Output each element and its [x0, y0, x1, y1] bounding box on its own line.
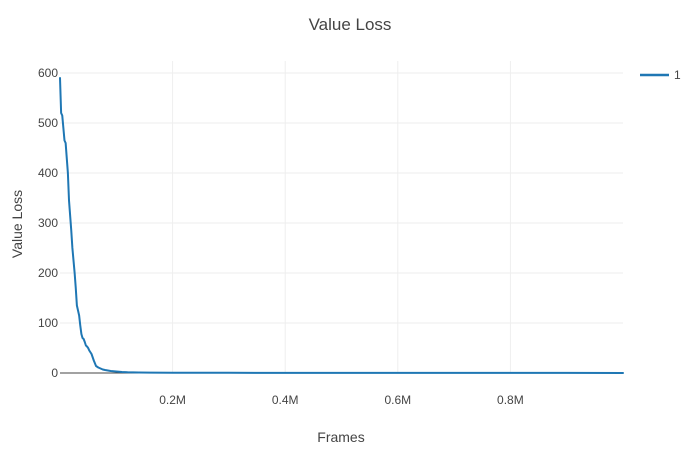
x-tick-label-2: 0.6M — [384, 393, 411, 407]
y-tick-label-4: 400 — [38, 166, 58, 180]
y-tick-label-3: 300 — [38, 216, 58, 230]
y-tick-label-5: 500 — [38, 116, 58, 130]
y-tick-label-1: 100 — [38, 316, 58, 330]
legend-label-series-1: 1 — [674, 68, 681, 82]
x-tick-label-1: 0.4M — [272, 393, 299, 407]
chart-title: Value Loss — [309, 15, 392, 34]
series-line-1 — [59, 77, 624, 374]
y-axis-title: Value Loss — [9, 190, 25, 258]
y-tick-label-2: 200 — [38, 266, 58, 280]
x-tick-label-0: 0.2M — [159, 393, 186, 407]
x-axis-ticks: 0.2M 0.4M 0.6M 0.8M — [159, 393, 523, 407]
y-tick-label-0: 0 — [51, 366, 58, 380]
y-axis-ticks: 0 100 200 300 400 500 600 — [38, 66, 58, 380]
grid-lines — [60, 61, 623, 373]
legend[interactable]: 1 — [640, 68, 681, 82]
series-lines — [59, 77, 624, 374]
x-axis-title: Frames — [317, 429, 364, 445]
x-tick-label-3: 0.8M — [497, 393, 524, 407]
y-tick-label-6: 600 — [38, 66, 58, 80]
